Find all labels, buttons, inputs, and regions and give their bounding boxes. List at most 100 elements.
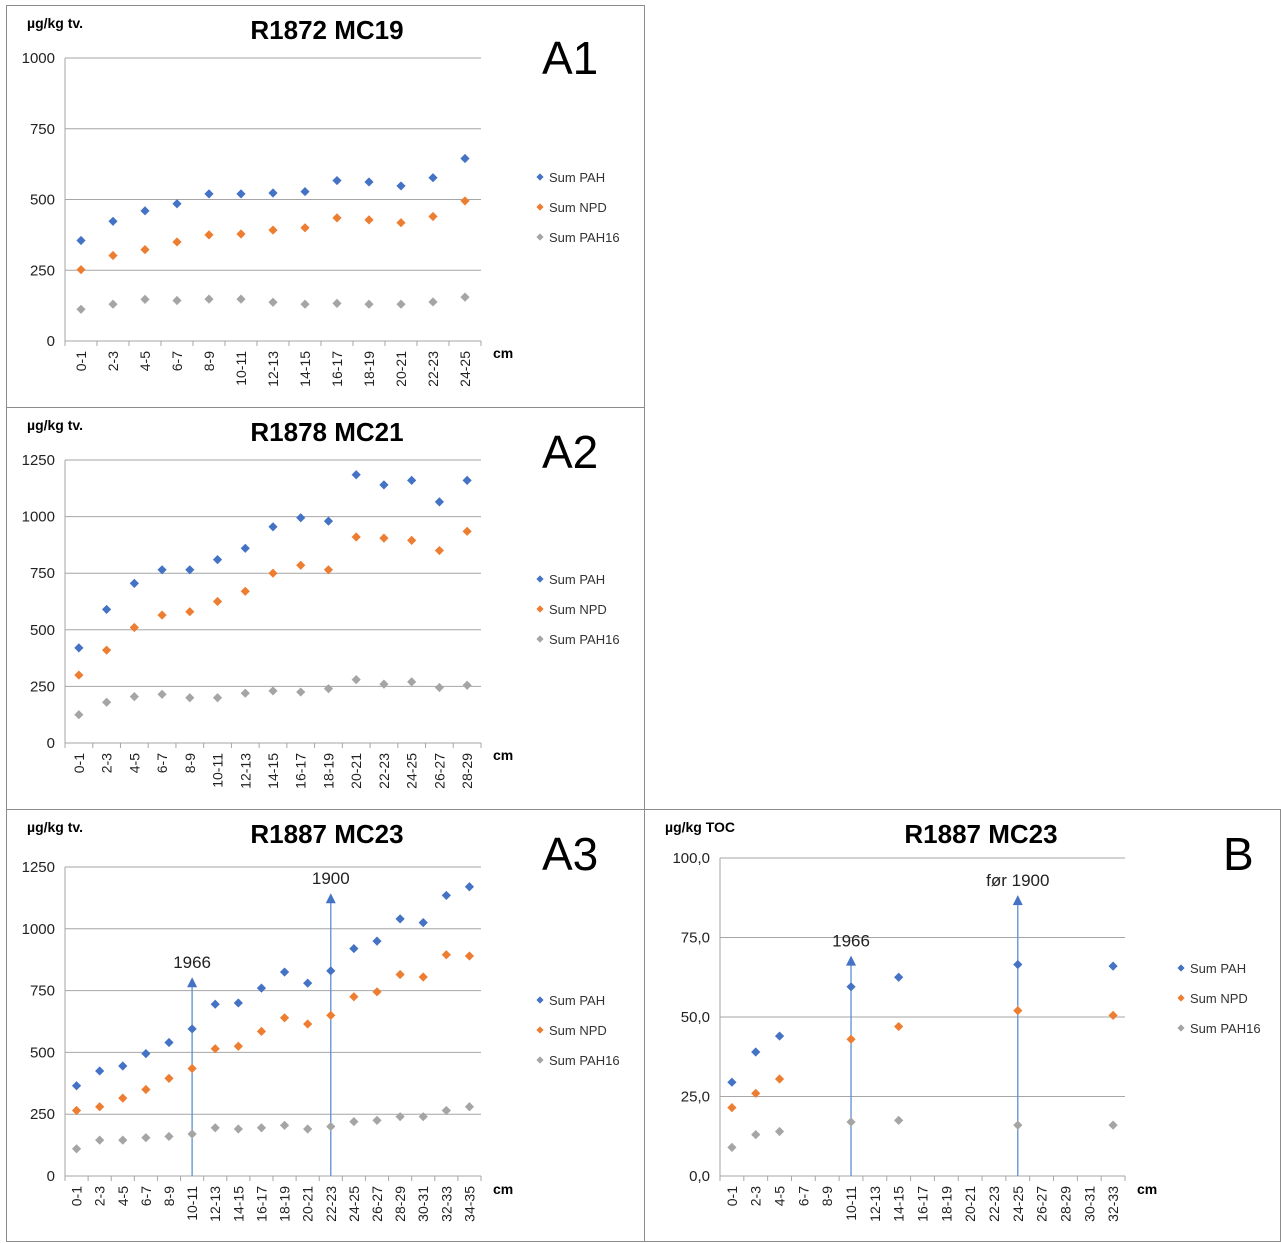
legend-label: Sum PAH16 xyxy=(549,1053,620,1068)
legend-marker xyxy=(536,173,544,181)
data-point-sum-pah xyxy=(396,181,406,191)
x-tick-label: 22-23 xyxy=(986,1186,1002,1222)
data-point-sum-pah xyxy=(434,497,444,507)
data-point-sum-pah16 xyxy=(751,1130,761,1140)
data-point-sum-npd xyxy=(349,992,359,1002)
data-point-sum-npd xyxy=(204,230,214,240)
legend-marker xyxy=(1177,964,1185,972)
legend-marker xyxy=(536,203,544,211)
data-point-sum-pah16 xyxy=(1013,1120,1023,1130)
data-point-sum-pah16 xyxy=(76,304,86,314)
data-point-sum-pah16 xyxy=(172,295,182,306)
data-point-sum-pah16 xyxy=(774,1126,785,1137)
data-point-sum-npd xyxy=(326,1010,336,1020)
data-point-sum-npd xyxy=(303,1019,313,1029)
x-tick-label: 16-17 xyxy=(293,753,309,789)
data-point-sum-pah xyxy=(102,604,112,615)
data-point-sum-pah16 xyxy=(71,1144,82,1154)
x-axis-label: cm xyxy=(493,345,513,361)
x-tick-label: 18-19 xyxy=(320,753,336,789)
data-point-sum-pah xyxy=(407,475,417,485)
data-point-sum-npd xyxy=(71,1105,82,1116)
data-point-sum-pah xyxy=(379,480,389,490)
annotation-label: 1966 xyxy=(173,953,211,972)
data-point-sum-pah16 xyxy=(364,299,374,309)
data-point-sum-pah16 xyxy=(395,1112,405,1122)
data-point-sum-pah16 xyxy=(268,686,278,696)
data-point-sum-pah16 xyxy=(157,689,167,699)
data-point-sum-npd xyxy=(185,607,195,617)
x-tick-label: 16-17 xyxy=(915,1186,931,1222)
data-point-sum-pah xyxy=(326,966,336,976)
x-tick-label: 10-11 xyxy=(184,1186,200,1221)
data-point-sum-npd xyxy=(210,1044,220,1054)
data-point-sum-npd xyxy=(233,1041,243,1051)
data-point-sum-pah16 xyxy=(434,682,444,693)
x-tick-label: 18-19 xyxy=(361,351,377,387)
x-tick-label: 4-5 xyxy=(137,351,153,371)
x-tick-label: 24-25 xyxy=(457,351,473,387)
data-point-sum-npd xyxy=(296,560,306,570)
y-tick-label: 25,0 xyxy=(681,1089,710,1106)
y-axis-unit-label: µg/kg tv. xyxy=(27,15,83,31)
y-tick-label: 1250 xyxy=(22,452,55,469)
legend-label: Sum PAH16 xyxy=(549,632,620,647)
data-point-sum-pah16 xyxy=(441,1105,451,1116)
data-point-sum-pah16 xyxy=(300,299,310,309)
data-point-sum-pah xyxy=(428,173,438,183)
annotation-arrow-head xyxy=(1012,895,1023,906)
x-tick-label: 18-19 xyxy=(938,1186,954,1222)
x-tick-label: 2-3 xyxy=(105,351,121,371)
data-point-sum-pah xyxy=(140,206,150,216)
data-point-sum-pah16 xyxy=(185,693,195,703)
chart-panel-a3: R1887 MC23 µg/kg tv. A3 0 250 500 750 1000 1250 0… xyxy=(6,809,645,1242)
data-point-sum-pah16 xyxy=(279,1120,290,1130)
data-point-sum-pah16 xyxy=(407,677,417,687)
y-tick-label: 75,0 xyxy=(681,930,710,947)
legend-marker xyxy=(536,1056,544,1064)
data-point-sum-pah16 xyxy=(164,1131,174,1142)
data-point-sum-pah xyxy=(774,1031,785,1041)
data-point-sum-pah xyxy=(118,1061,128,1071)
data-point-sum-pah16 xyxy=(212,693,223,703)
data-point-sum-npd xyxy=(464,951,475,961)
data-point-sum-pah xyxy=(76,235,86,246)
legend-label: Sum PAH xyxy=(1190,961,1246,976)
x-tick-label: 2-3 xyxy=(99,753,115,773)
data-point-sum-npd xyxy=(236,229,246,239)
data-point-sum-npd xyxy=(1013,1006,1023,1016)
legend-label: Sum PAH xyxy=(549,170,605,185)
data-point-sum-pah16 xyxy=(233,1124,243,1134)
data-point-sum-pah16 xyxy=(379,679,389,689)
legend-marker xyxy=(536,575,544,583)
data-point-sum-npd xyxy=(460,196,470,206)
x-tick-label: 22-23 xyxy=(425,351,441,387)
x-tick-label: 0-1 xyxy=(73,351,89,371)
data-point-sum-pah16 xyxy=(236,294,246,304)
x-tick-label: 14-15 xyxy=(230,1186,246,1222)
x-tick-label: 12-13 xyxy=(265,351,281,387)
data-point-sum-npd xyxy=(157,610,167,620)
chart-panel-a1: R1872 MC19 µg/kg tv. A1 0 250 500 750 1000 0-1 2-… xyxy=(6,5,645,408)
data-point-sum-pah xyxy=(187,1024,197,1034)
data-point-sum-pah xyxy=(395,914,405,924)
x-tick-label: 34-35 xyxy=(461,1186,477,1222)
data-point-sum-pah16 xyxy=(204,294,214,304)
x-tick-label: 20-21 xyxy=(348,753,364,789)
data-point-sum-pah xyxy=(268,188,278,198)
legend-label: Sum NPD xyxy=(1190,991,1248,1006)
data-point-sum-pah xyxy=(172,199,182,209)
y-tick-label: 50,0 xyxy=(681,1009,710,1026)
data-point-sum-npd xyxy=(129,622,139,633)
x-tick-label: 28-29 xyxy=(392,1186,408,1222)
x-tick-label: 26-27 xyxy=(1034,1186,1050,1222)
data-point-sum-pah xyxy=(74,643,84,653)
data-point-sum-pah xyxy=(1013,959,1023,970)
data-point-sum-pah xyxy=(279,967,290,977)
chart-panel-a2: R1878 MC21 µg/kg tv. A2 0 250 500 750 1000 1250 0… xyxy=(6,407,645,810)
y-tick-label: 1250 xyxy=(22,859,55,876)
annotation-arrow-head xyxy=(187,977,198,988)
x-tick-label: 4-5 xyxy=(115,1186,131,1206)
data-point-sum-pah16 xyxy=(351,675,361,685)
legend-marker xyxy=(1177,994,1185,1002)
